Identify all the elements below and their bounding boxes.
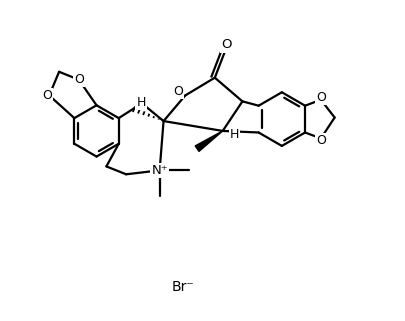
Polygon shape (195, 131, 222, 152)
Text: O: O (173, 85, 183, 98)
Text: N⁺: N⁺ (151, 164, 168, 177)
Text: O: O (42, 89, 52, 102)
Text: H: H (136, 96, 145, 109)
Text: O: O (221, 39, 231, 51)
Text: O: O (74, 73, 84, 86)
Text: H: H (229, 128, 239, 141)
Text: O: O (315, 134, 325, 147)
Text: Br⁻: Br⁻ (171, 280, 194, 294)
Text: O: O (315, 91, 325, 104)
